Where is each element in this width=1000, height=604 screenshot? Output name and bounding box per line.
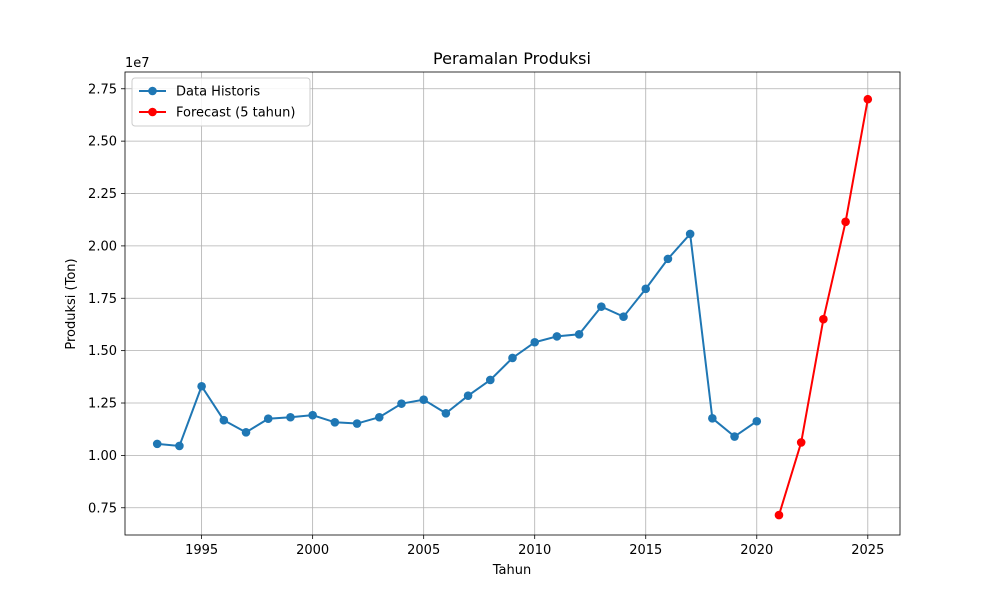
series-layer: [152, 94, 873, 520]
data-point: [774, 510, 784, 520]
data-point: [286, 412, 295, 422]
x-tick-label: 2010: [518, 543, 551, 558]
y-axis-label: Produksi (Ton): [64, 258, 79, 349]
data-point: [330, 417, 340, 427]
x-tick-label: 2000: [296, 543, 329, 558]
data-point: [152, 439, 162, 449]
data-point: [663, 254, 673, 264]
data-point: [841, 217, 850, 227]
axes: 1995 2000 2005 2010 2015 2020 2025 0.75 1.00 1.25…: [88, 71, 901, 558]
data-point: [352, 419, 362, 428]
y-tick-label: 0.75: [88, 501, 117, 516]
chart-title: Peramalan Produksi: [433, 49, 591, 68]
x-tick-label: 2005: [407, 543, 440, 558]
data-point: [175, 441, 184, 451]
data-point: [263, 414, 273, 424]
y-tick-label: 1.75: [88, 292, 117, 307]
y-tick-label: 1.25: [88, 397, 117, 412]
data-point: [708, 414, 717, 423]
data-point: [397, 399, 406, 408]
data-point: [530, 337, 540, 347]
x-tick-label: 1995: [185, 543, 218, 558]
legend-label: Forecast (5 tahun): [176, 106, 295, 121]
y-tick-label: 1.50: [88, 344, 117, 359]
data-point: [508, 353, 517, 363]
series-line: [157, 231, 758, 448]
legend-box: [131, 77, 311, 127]
data-point: [597, 302, 606, 311]
data-point: [374, 412, 384, 422]
y-tick-label: 2.00: [88, 239, 117, 254]
data-point: [863, 94, 873, 104]
y-axis-exponent: 1e7: [125, 56, 150, 71]
data-point: [197, 381, 206, 391]
legend-label: Data Historis: [176, 85, 260, 100]
data-point: [752, 416, 762, 426]
data-point: [619, 312, 628, 321]
data-point: [485, 375, 495, 385]
data-point: [819, 314, 828, 324]
series-forecast: [774, 94, 873, 520]
x-tick-label: 2015: [629, 543, 662, 558]
data-point: [308, 410, 317, 420]
legend-marker: [148, 86, 157, 96]
data-point: [219, 415, 229, 425]
data-point: [685, 229, 695, 239]
data-point: [552, 332, 562, 341]
data-point: [463, 391, 473, 400]
data-point: [730, 432, 739, 441]
y-tick-label: 2.25: [88, 187, 117, 202]
grid: [125, 72, 900, 535]
x-tick-label: 2025: [851, 543, 884, 558]
series-historical: [152, 229, 762, 451]
y-tick-label: 2.50: [88, 135, 117, 150]
data-point: [241, 428, 251, 437]
y-tick-label: 2.75: [88, 82, 117, 97]
x-axis-label: Tahun: [492, 563, 531, 578]
data-point: [419, 395, 428, 404]
data-point: [441, 408, 451, 418]
data-point: [574, 329, 584, 339]
legend-marker: [148, 107, 157, 117]
data-point: [641, 284, 651, 294]
legend: Data Historis Forecast (5 tahun): [131, 77, 311, 127]
plot-frame: [124, 71, 901, 536]
y-tick-label: 1.00: [88, 449, 117, 464]
data-point: [796, 438, 806, 447]
x-tick-label: 2020: [740, 543, 773, 558]
